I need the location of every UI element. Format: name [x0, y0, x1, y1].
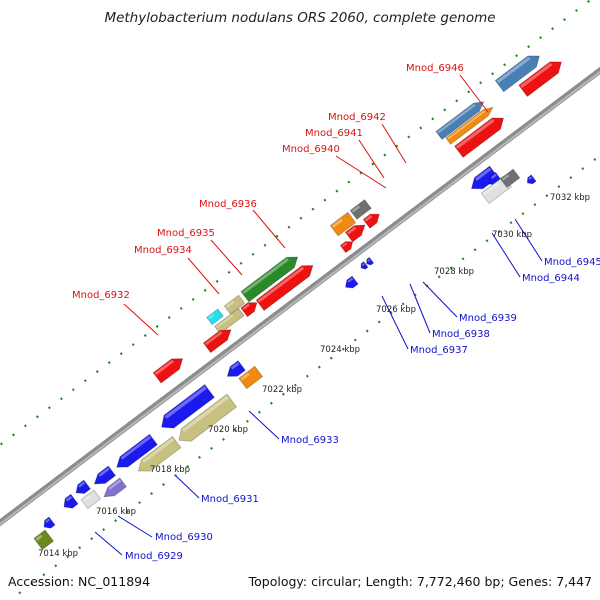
gene-mnod-6945: [499, 168, 521, 189]
gene-mnod-6929: [80, 489, 102, 510]
label-mnod-6937: Mnod_6937: [410, 345, 468, 356]
scale-label: 7020 kbp: [208, 425, 248, 435]
scale-label: 7014 kbp: [38, 549, 78, 559]
label-mnod-6936-leader: [252, 209, 286, 249]
label-mnod-6930-leader: [117, 515, 153, 538]
accession-text: Accession: NC_011894: [8, 574, 151, 589]
gene-mnod-6946: [435, 101, 485, 141]
gene-mnod-6941: [349, 199, 372, 220]
scale-label: 7024 kbp: [320, 345, 360, 355]
gene-mnod-6936: [240, 256, 299, 303]
gene-mnod-6935: [223, 294, 246, 315]
gene-mnod-6947: [494, 55, 540, 93]
label-mnod-6932: Mnod_6932: [72, 290, 130, 301]
label-mnod-6942-leader: [381, 123, 407, 164]
label-mnod-6945: Mnod_6945: [544, 257, 600, 268]
label-mnod-6939-leader: [422, 281, 458, 318]
gene-mnod-6930a: [93, 465, 117, 485]
label-mnod-6931-leader: [175, 475, 200, 499]
scale-label: 7022 kbp: [262, 385, 302, 395]
label-mnod-6933: Mnod_6933: [281, 435, 339, 446]
gene-mnod-6933b: [178, 393, 238, 442]
label-mnod-6929: Mnod_6929: [125, 551, 183, 562]
gene-mnod-6940b: [339, 241, 354, 254]
gene-mnod-6933r: [202, 329, 232, 354]
gene-mnod-6935b: [240, 302, 258, 318]
scale-label: 7016 kbp: [96, 507, 136, 517]
label-mnod-6941: Mnod_6941: [305, 128, 363, 139]
gene-mnod-6932: [152, 358, 184, 384]
genome-summary-text: Topology: circular; Length: 7,772,460 bp…: [248, 574, 592, 589]
gene-mnod-6947b: [518, 61, 562, 98]
gene-mnod-6938: [360, 261, 369, 270]
gene-mnod-6946c: [454, 117, 505, 158]
label-mnod-6946-leader: [459, 74, 489, 113]
gene-mnod-6945b: [526, 174, 537, 185]
gene-mnod-6939: [366, 256, 375, 266]
label-mnod-6938: Mnod_6938: [432, 329, 490, 340]
label-mnod-6940: Mnod_6940: [282, 144, 340, 155]
gene-mnod-6930: [103, 477, 128, 498]
scale-label: 7028 kbp: [434, 267, 474, 277]
scale-label: 7030 kbp: [492, 230, 532, 240]
label-mnod-6944-leader: [491, 232, 521, 278]
label-mnod-6930: Mnod_6930: [155, 532, 213, 543]
gene-mnod-6931a: [116, 433, 158, 468]
gene-mnod-6942: [362, 213, 380, 229]
gene-mnod-6931: [137, 435, 182, 472]
gene-mnod-6941b: [344, 224, 366, 243]
gene-mnod-6933: [238, 365, 264, 390]
scale-label: 7026 kbp: [376, 305, 416, 315]
label-mnod-6945-leader: [514, 218, 543, 262]
label-mnod-6931: Mnod_6931: [201, 494, 259, 505]
label-mnod-6937-leader: [381, 295, 409, 350]
scale-label: 7032 kbp: [550, 193, 590, 203]
scale-label: 7018 kbp: [150, 465, 190, 475]
gene-mnod-6937: [345, 275, 359, 289]
gene-mnod-6936b: [255, 265, 314, 312]
gene-mnod-6934: [206, 308, 224, 326]
gene-mnod-6928: [43, 516, 56, 529]
label-mnod-6941-leader: [358, 139, 385, 179]
label-mnod-6934-leader: [187, 257, 220, 295]
label-mnod-6940-leader: [335, 155, 387, 189]
map-title: Methylobacterium nodulans ORS 2060, comp…: [104, 10, 496, 26]
label-mnod-6932-leader: [123, 303, 159, 336]
label-mnod-6929-leader: [94, 531, 123, 556]
gene-mnod-6933c: [226, 360, 246, 377]
gene-mnod-6927: [33, 529, 55, 551]
label-mnod-6936: Mnod_6936: [199, 199, 257, 210]
gene-mnod-6934b: [214, 307, 245, 335]
gene-mnod-6933a: [161, 384, 215, 429]
label-mnod-6935-leader: [210, 239, 243, 276]
gene-mnod-6929b: [75, 479, 92, 494]
gene-mnod-6946b: [445, 106, 494, 145]
gene-mnod-6940: [329, 211, 357, 237]
label-mnod-6942: Mnod_6942: [328, 112, 386, 123]
label-mnod-6944: Mnod_6944: [522, 273, 580, 284]
label-mnod-6933-leader: [248, 410, 280, 440]
label-mnod-6934: Mnod_6934: [134, 245, 192, 256]
label-mnod-6946: Mnod_6946: [406, 63, 464, 74]
label-mnod-6935: Mnod_6935: [157, 228, 215, 239]
label-mnod-6938-leader: [409, 283, 431, 334]
gene-mnod-6929a: [63, 493, 79, 509]
genome-backbone-highlight: [0, 70, 600, 526]
label-mnod-6939: Mnod_6939: [459, 313, 517, 324]
genome-backbone: [0, 66, 600, 527]
